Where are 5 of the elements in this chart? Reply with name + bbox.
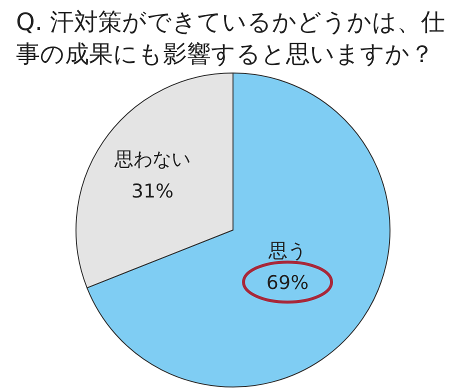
slice-label: 思う	[268, 240, 307, 262]
data-label: 69%	[266, 272, 309, 294]
data-label: 31%	[131, 180, 174, 202]
chart-title: Q. 汗対策ができているかどうかは、仕事の成果にも影響すると思いますか？	[16, 8, 446, 68]
slice-label: 思わない	[113, 148, 190, 170]
